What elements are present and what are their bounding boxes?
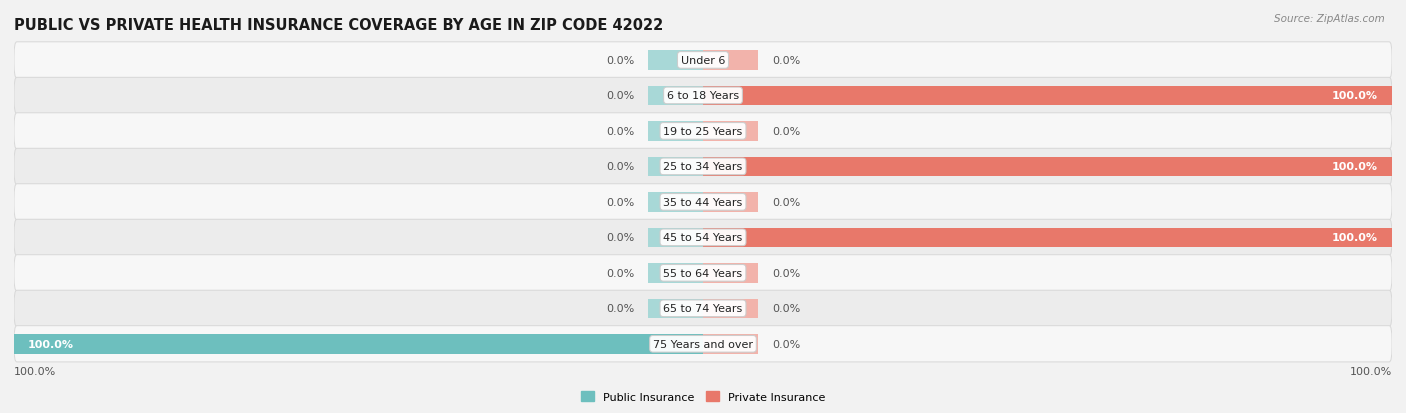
FancyBboxPatch shape	[14, 220, 1392, 256]
Text: 0.0%: 0.0%	[772, 126, 800, 137]
Text: 0.0%: 0.0%	[772, 56, 800, 66]
Bar	[648, 86, 703, 106]
Bar	[648, 299, 703, 318]
Text: 0.0%: 0.0%	[606, 126, 634, 137]
Text: Under 6: Under 6	[681, 56, 725, 66]
Bar	[703, 157, 1392, 177]
Text: 100.0%: 100.0%	[1331, 233, 1378, 243]
Text: 0.0%: 0.0%	[606, 233, 634, 243]
Text: PUBLIC VS PRIVATE HEALTH INSURANCE COVERAGE BY AGE IN ZIP CODE 42022: PUBLIC VS PRIVATE HEALTH INSURANCE COVER…	[14, 18, 664, 33]
Bar	[703, 299, 758, 318]
Text: 19 to 25 Years: 19 to 25 Years	[664, 126, 742, 137]
Text: 45 to 54 Years: 45 to 54 Years	[664, 233, 742, 243]
FancyBboxPatch shape	[14, 326, 1392, 362]
Bar	[648, 157, 703, 177]
Text: 35 to 44 Years: 35 to 44 Years	[664, 197, 742, 207]
Legend: Public Insurance, Private Insurance: Public Insurance, Private Insurance	[576, 387, 830, 406]
Text: 0.0%: 0.0%	[772, 339, 800, 349]
Text: 100.0%: 100.0%	[28, 339, 75, 349]
Bar	[648, 228, 703, 247]
Bar	[703, 228, 1392, 247]
Text: 55 to 64 Years: 55 to 64 Years	[664, 268, 742, 278]
FancyBboxPatch shape	[14, 184, 1392, 221]
Text: 0.0%: 0.0%	[772, 304, 800, 313]
Text: 0.0%: 0.0%	[772, 197, 800, 207]
Text: 100.0%: 100.0%	[1331, 162, 1378, 172]
Text: 0.0%: 0.0%	[606, 91, 634, 101]
Bar	[648, 51, 703, 71]
FancyBboxPatch shape	[14, 114, 1392, 150]
Text: 100.0%: 100.0%	[1331, 91, 1378, 101]
Bar	[648, 263, 703, 283]
Text: 100.0%: 100.0%	[14, 366, 56, 376]
FancyBboxPatch shape	[14, 149, 1392, 185]
Bar	[648, 192, 703, 212]
Text: 6 to 18 Years: 6 to 18 Years	[666, 91, 740, 101]
Text: Source: ZipAtlas.com: Source: ZipAtlas.com	[1274, 14, 1385, 24]
Bar	[703, 263, 758, 283]
FancyBboxPatch shape	[14, 255, 1392, 291]
Bar	[648, 122, 703, 141]
Text: 100.0%: 100.0%	[1350, 366, 1392, 376]
Text: 0.0%: 0.0%	[606, 268, 634, 278]
Text: 0.0%: 0.0%	[606, 162, 634, 172]
Text: 25 to 34 Years: 25 to 34 Years	[664, 162, 742, 172]
Text: 0.0%: 0.0%	[606, 56, 634, 66]
Bar	[703, 192, 758, 212]
FancyBboxPatch shape	[14, 78, 1392, 114]
FancyBboxPatch shape	[14, 290, 1392, 327]
Bar	[703, 51, 758, 71]
Text: 75 Years and over: 75 Years and over	[652, 339, 754, 349]
Text: 65 to 74 Years: 65 to 74 Years	[664, 304, 742, 313]
Bar	[703, 86, 1392, 106]
FancyBboxPatch shape	[14, 43, 1392, 79]
Text: 0.0%: 0.0%	[606, 197, 634, 207]
Text: 0.0%: 0.0%	[606, 304, 634, 313]
Text: 0.0%: 0.0%	[772, 268, 800, 278]
Bar	[703, 122, 758, 141]
Bar	[14, 334, 703, 354]
Bar	[703, 334, 758, 354]
